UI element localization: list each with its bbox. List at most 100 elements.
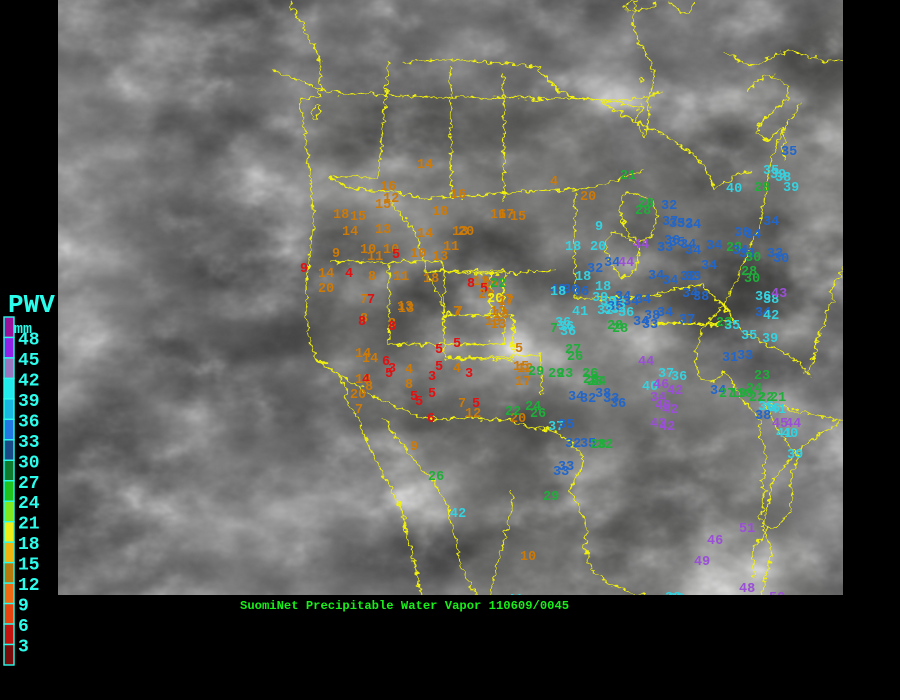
svg-text:12: 12 — [383, 192, 399, 207]
svg-text:5: 5 — [385, 367, 393, 382]
svg-text:41: 41 — [507, 593, 523, 608]
svg-text:8: 8 — [358, 315, 366, 330]
svg-text:34: 34 — [685, 218, 701, 233]
svg-text:18: 18 — [595, 280, 611, 295]
svg-text:9: 9 — [332, 247, 340, 262]
svg-text:38: 38 — [755, 409, 771, 424]
svg-text:23: 23 — [557, 367, 573, 382]
svg-text:34: 34 — [745, 228, 761, 243]
svg-text:35: 35 — [558, 418, 574, 433]
svg-text:39: 39 — [762, 332, 778, 347]
svg-text:13: 13 — [490, 318, 506, 333]
svg-text:7: 7 — [453, 305, 461, 320]
svg-text:20: 20 — [350, 388, 366, 403]
svg-text:15: 15 — [510, 210, 526, 225]
svg-text:44: 44 — [717, 598, 733, 613]
svg-text:6: 6 — [427, 412, 435, 427]
svg-text:40: 40 — [782, 427, 798, 442]
svg-text:44: 44 — [713, 598, 729, 613]
svg-text:4: 4 — [550, 175, 558, 190]
svg-text:29: 29 — [528, 365, 544, 380]
svg-text:28: 28 — [612, 322, 628, 337]
svg-text:5: 5 — [453, 337, 461, 352]
svg-text:12: 12 — [465, 407, 481, 422]
svg-text:38: 38 — [668, 592, 684, 607]
svg-text:32: 32 — [661, 199, 677, 214]
svg-text:38: 38 — [693, 290, 709, 305]
svg-text:34: 34 — [763, 215, 779, 230]
svg-text:44: 44 — [633, 238, 649, 253]
svg-text:32: 32 — [597, 438, 613, 453]
svg-text:9: 9 — [595, 220, 603, 235]
svg-text:33: 33 — [553, 465, 569, 480]
svg-text:23: 23 — [754, 369, 770, 384]
svg-text:41: 41 — [770, 403, 786, 418]
svg-text:4: 4 — [453, 362, 461, 377]
svg-text:39: 39 — [787, 448, 803, 463]
svg-text:28: 28 — [754, 181, 770, 196]
svg-text:5: 5 — [435, 360, 443, 375]
svg-text:26: 26 — [428, 470, 444, 485]
svg-text:41: 41 — [572, 305, 588, 320]
svg-text:11: 11 — [393, 270, 409, 285]
svg-text:36: 36 — [573, 285, 589, 300]
svg-text:5: 5 — [428, 387, 436, 402]
svg-text:34: 34 — [635, 293, 651, 308]
svg-text:50: 50 — [769, 591, 785, 606]
svg-text:40: 40 — [726, 182, 742, 197]
svg-text:32: 32 — [580, 392, 596, 407]
svg-text:18: 18 — [333, 208, 349, 223]
svg-text:10: 10 — [410, 247, 426, 262]
svg-text:11: 11 — [367, 250, 383, 265]
svg-text:3: 3 — [465, 367, 473, 382]
svg-text:18: 18 — [575, 270, 591, 285]
svg-text:5: 5 — [392, 248, 400, 263]
svg-text:14: 14 — [417, 158, 433, 173]
svg-text:7: 7 — [550, 322, 558, 337]
svg-text:33: 33 — [657, 241, 673, 256]
svg-text:20: 20 — [580, 190, 596, 205]
svg-text:20: 20 — [590, 240, 606, 255]
svg-text:34: 34 — [685, 244, 701, 259]
svg-text:14: 14 — [417, 227, 433, 242]
svg-text:11: 11 — [443, 240, 459, 255]
svg-text:20: 20 — [318, 282, 334, 297]
svg-text:18: 18 — [550, 285, 566, 300]
svg-text:30: 30 — [744, 272, 760, 287]
svg-text:34: 34 — [701, 259, 717, 274]
svg-text:34: 34 — [662, 274, 678, 289]
svg-text:8: 8 — [365, 380, 373, 395]
svg-text:42: 42 — [659, 420, 675, 435]
svg-text:48: 48 — [739, 582, 755, 597]
svg-text:5: 5 — [415, 395, 423, 410]
svg-text:35: 35 — [781, 145, 797, 160]
svg-text:26: 26 — [530, 407, 546, 422]
svg-text:7: 7 — [367, 293, 375, 308]
svg-text:26: 26 — [567, 350, 583, 365]
svg-text:14: 14 — [342, 225, 358, 240]
svg-text:16: 16 — [450, 188, 466, 203]
svg-text:33: 33 — [737, 349, 753, 364]
svg-text:35: 35 — [717, 639, 733, 654]
svg-text:32: 32 — [565, 437, 581, 452]
svg-text:13: 13 — [375, 223, 391, 238]
svg-text:36: 36 — [610, 397, 626, 412]
svg-text:46: 46 — [707, 534, 723, 549]
svg-text:37: 37 — [679, 313, 695, 328]
svg-text:17: 17 — [498, 295, 514, 310]
svg-text:28: 28 — [635, 204, 651, 219]
svg-text:36: 36 — [671, 370, 687, 385]
svg-text:43: 43 — [771, 287, 787, 302]
svg-text:29: 29 — [543, 490, 559, 505]
svg-text:42: 42 — [667, 384, 683, 399]
svg-text:8: 8 — [388, 320, 396, 335]
svg-text:14: 14 — [362, 352, 378, 367]
svg-text:15: 15 — [350, 210, 366, 225]
svg-text:9: 9 — [300, 262, 308, 277]
svg-text:9: 9 — [410, 440, 418, 455]
svg-text:14: 14 — [318, 267, 334, 282]
svg-text:18: 18 — [565, 240, 581, 255]
svg-text:35: 35 — [713, 640, 729, 655]
svg-text:21: 21 — [620, 169, 636, 184]
svg-text:4: 4 — [345, 267, 353, 282]
